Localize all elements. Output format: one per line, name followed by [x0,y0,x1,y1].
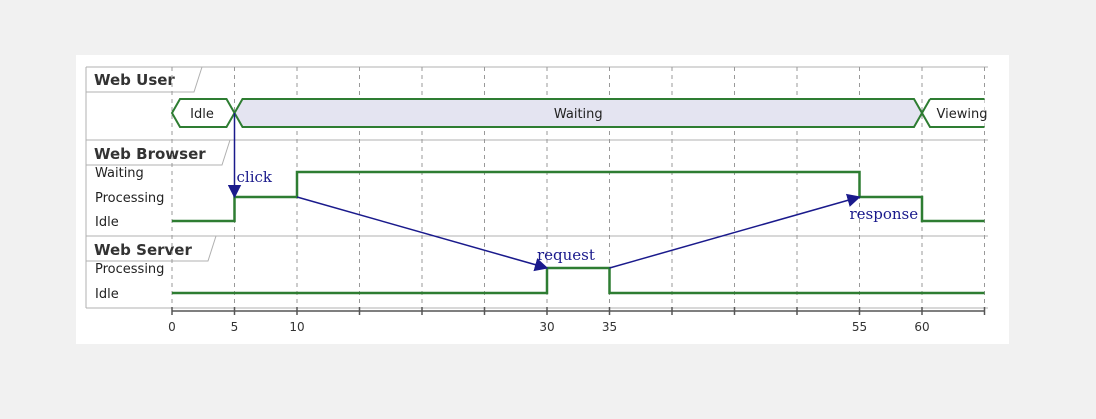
lane-title-tab [86,66,203,93]
state-label-browser-idle: Idle [95,215,119,230]
timing-diagram-svg: Web User Web Browser Waiting Processing Idle… [85,66,988,334]
tick-label-10: 10 [289,320,304,334]
state-label-server-idle: Idle [95,287,119,302]
tick-label-30: 30 [539,320,554,334]
concise-label-idle: Idle [190,107,214,122]
message-arrow-response [609,193,861,269]
timing-diagram: Web User Web Browser Waiting Processing Idle… [76,55,1009,344]
message-label-click: click [237,168,273,186]
signal-server [172,266,985,295]
signals: Idle Waiting Viewing [170,98,988,295]
state-label-server-processing: Processing [95,262,164,277]
lane-title-browser: Web Browser [94,145,206,163]
lane-title-user: Web User [94,71,175,89]
state-label-browser-waiting: Waiting [95,166,144,181]
lane-title-tab [86,139,231,166]
concise-label-viewing: Viewing [937,107,988,122]
tick-label-60: 60 [914,320,929,334]
concise-label-waiting: Waiting [554,107,603,122]
message-label-response: response [850,205,919,223]
message-label-request: request [537,246,595,264]
concise-state-viewing [920,98,985,128]
concise-state-idle [170,98,236,128]
signal-browser [172,170,985,223]
lane-title-tab [86,235,217,262]
lane-frames: Web User Web Browser Waiting Processing Idle… [85,66,988,309]
lane-title-server: Web Server [94,241,192,259]
tick-label-35: 35 [602,320,617,334]
tick-label-55: 55 [852,320,867,334]
concise-state-fill-viewing [922,99,985,127]
tick-label-5: 5 [231,320,239,334]
message-arrow-request [296,196,549,272]
state-label-browser-processing: Processing [95,191,164,206]
messages: click request response [227,113,919,272]
tick-label-0: 0 [168,320,176,334]
time-axis: 0 5 10 30 35 55 60 [168,307,986,334]
